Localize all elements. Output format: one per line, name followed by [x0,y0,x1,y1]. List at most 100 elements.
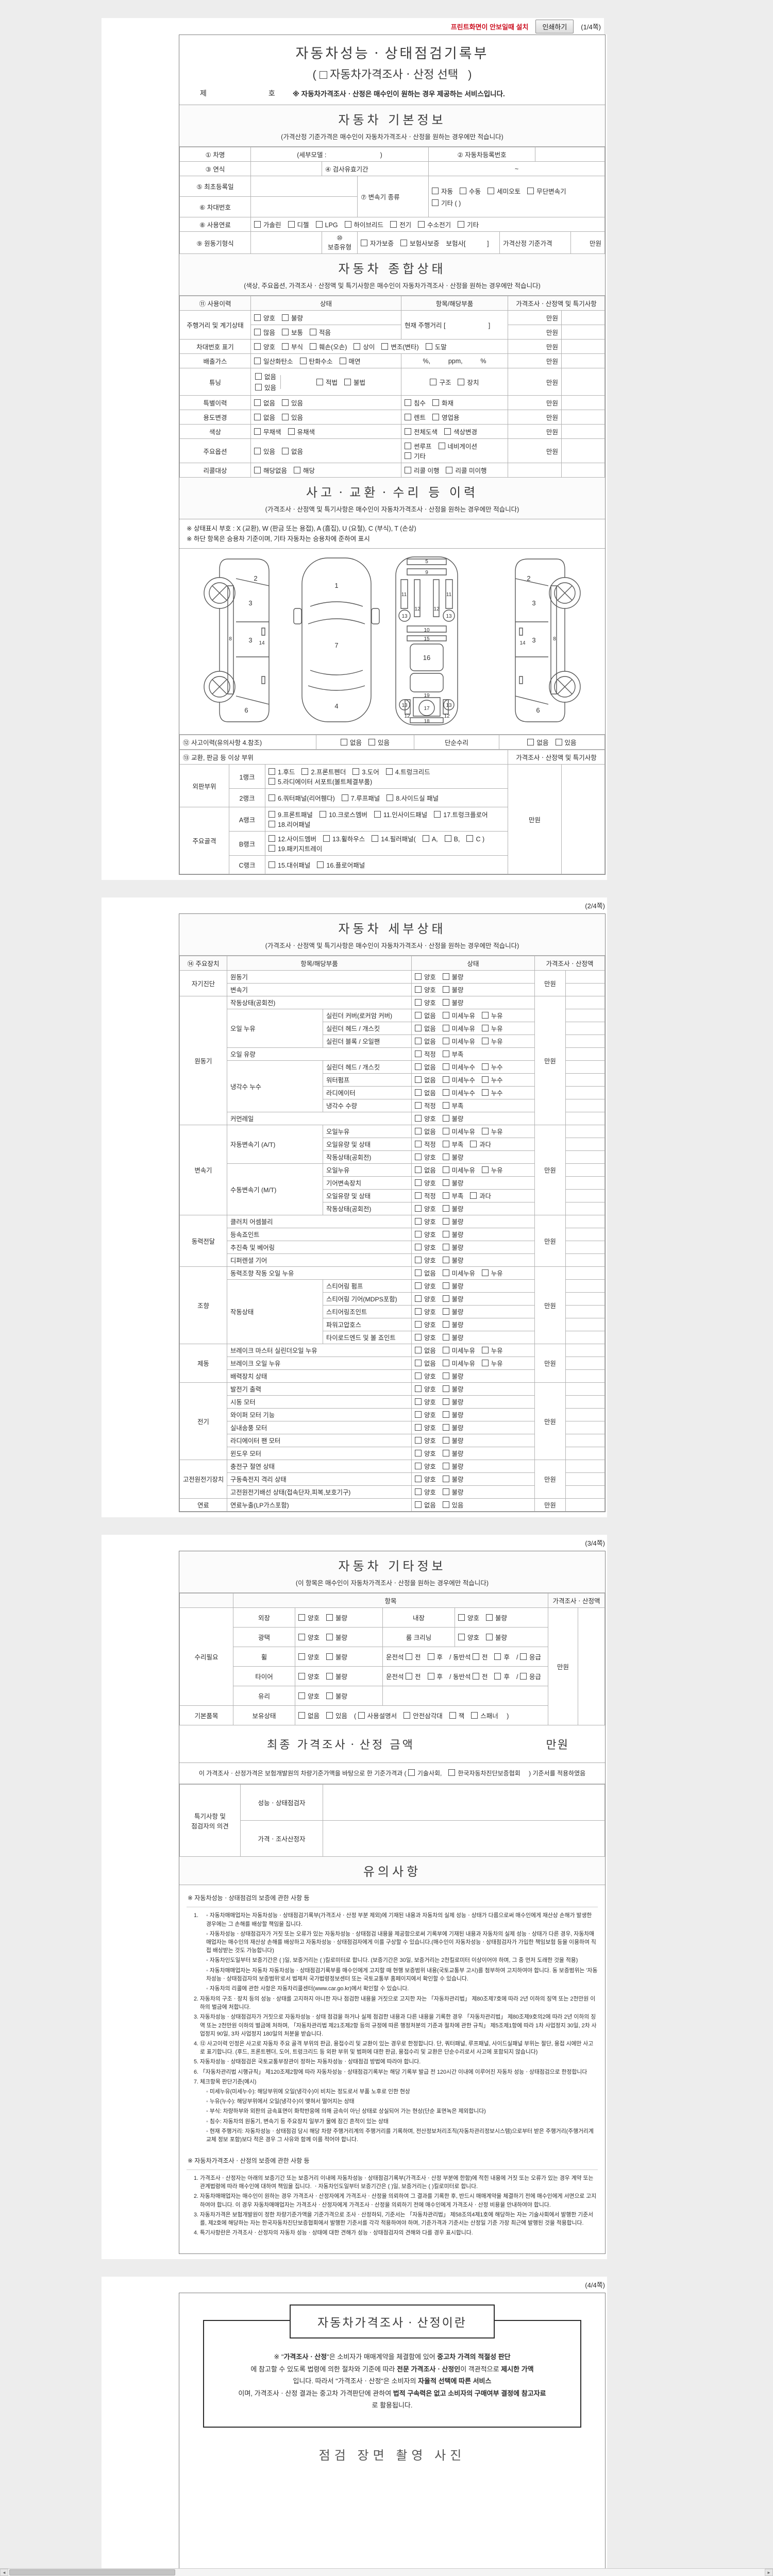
checkbox[interactable] [254,343,261,350]
amount-cell[interactable] [565,1447,606,1460]
checkbox[interactable] [415,1050,422,1057]
checkbox[interactable] [442,1179,449,1186]
checkbox[interactable] [310,329,317,335]
checkbox[interactable] [415,1166,422,1173]
checkbox[interactable] [323,835,330,842]
checkbox[interactable] [405,1673,412,1680]
amount-cell[interactable] [561,353,606,368]
checkbox[interactable] [317,861,324,868]
amount-cell[interactable] [565,1408,606,1421]
checkbox[interactable] [415,973,422,980]
checkbox[interactable] [427,1653,434,1660]
checkbox[interactable] [486,1614,493,1621]
checkbox[interactable] [486,1634,493,1640]
price-cell-empty[interactable] [507,463,562,478]
checkbox[interactable] [555,739,562,745]
checkbox[interactable] [254,447,261,454]
checkbox[interactable] [319,811,326,818]
checkbox[interactable] [415,1102,422,1109]
emission-values[interactable]: %, ppm, % [401,353,508,368]
checkbox[interactable] [481,1012,489,1019]
amount-cell[interactable] [565,1305,606,1318]
amount-cell[interactable] [561,438,606,463]
checkbox[interactable] [422,835,429,842]
checkbox[interactable] [442,1450,449,1456]
checkbox[interactable] [255,384,262,391]
checkbox[interactable] [458,378,465,385]
checkbox[interactable] [481,1360,489,1366]
checkbox[interactable] [282,314,289,321]
checkbox[interactable] [268,768,275,775]
checkbox[interactable] [268,861,275,868]
checkbox[interactable] [386,794,394,801]
amount-cell[interactable] [565,1382,606,1396]
checkbox[interactable] [415,1012,422,1019]
amount-cell[interactable] [565,1022,606,1035]
checkbox[interactable] [442,1282,449,1289]
checkbox[interactable] [434,811,441,818]
checkbox[interactable] [415,1437,422,1444]
checkbox[interactable] [415,1501,422,1508]
checkbox[interactable] [298,1673,305,1680]
amount-cell[interactable] [561,310,606,325]
checkbox[interactable] [442,999,449,1006]
checkbox[interactable] [268,778,275,785]
checkbox[interactable] [316,378,323,385]
amount-cell[interactable] [565,1163,606,1177]
checkbox[interactable] [415,986,422,993]
install-notice[interactable]: 프린트화면이 안보일때 설치 [450,23,529,31]
scrollbar-track[interactable] [8,2569,765,2576]
checkbox[interactable] [415,1231,422,1238]
checkbox[interactable] [458,1634,465,1640]
checkbox[interactable] [404,1712,411,1719]
checkbox[interactable] [405,414,411,420]
checkbox[interactable] [448,1769,456,1776]
checkbox[interactable] [310,343,317,350]
checkbox[interactable] [294,467,301,473]
checkbox[interactable] [405,399,411,406]
amount-cell[interactable] [565,1073,606,1087]
amount-cell[interactable] [565,1318,606,1331]
checkbox[interactable] [418,221,425,228]
amount-cell[interactable] [561,395,606,410]
amount-cell[interactable] [565,1472,606,1486]
amount-cell[interactable] [565,1395,606,1409]
amount-cell[interactable] [565,1421,606,1434]
checkbox[interactable] [415,1385,422,1392]
checkbox[interactable] [449,1712,456,1719]
checkbox[interactable] [288,221,295,228]
amount-cell[interactable] [565,996,606,1009]
checkbox[interactable] [481,1025,489,1031]
checkbox[interactable] [442,1166,449,1173]
checkbox[interactable] [494,1653,501,1660]
appraiser-opinion-cell[interactable] [323,1820,605,1857]
checkbox[interactable] [442,1347,449,1353]
checkbox[interactable] [481,1269,489,1276]
checkbox[interactable] [442,986,449,993]
year-input[interactable] [250,161,322,176]
checkbox[interactable] [282,414,289,420]
checkbox[interactable] [361,239,367,246]
checkbox[interactable] [432,399,440,406]
checkbox[interactable] [372,835,379,842]
inspection-period-input[interactable]: ~ [428,161,605,176]
engine-type-input[interactable] [250,231,322,254]
checkbox[interactable] [326,1692,333,1699]
checkbox[interactable] [415,1321,422,1328]
checkbox[interactable] [298,1614,305,1621]
amount-cell[interactable] [565,1099,606,1112]
checkbox[interactable] [481,1063,489,1070]
checkbox[interactable] [390,221,397,228]
checkbox[interactable] [446,467,453,473]
checkbox[interactable] [268,811,275,818]
checkbox[interactable] [415,1115,422,1122]
checkbox[interactable] [301,768,309,775]
checkbox[interactable] [519,1653,527,1660]
amount-cell[interactable] [561,463,606,478]
checkbox[interactable] [268,835,275,842]
checkbox[interactable] [458,221,465,228]
checkbox[interactable] [442,1012,449,1019]
checkbox[interactable] [320,71,327,79]
checkbox[interactable] [488,187,495,194]
checkbox[interactable] [400,239,408,246]
